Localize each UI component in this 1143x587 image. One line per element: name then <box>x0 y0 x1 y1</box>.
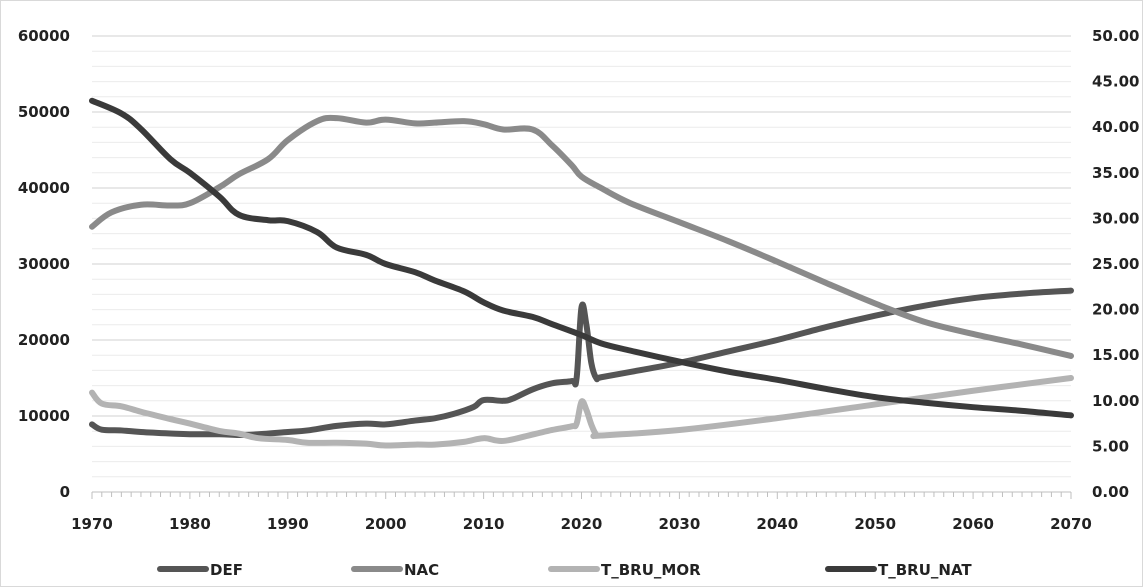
y2-tick-label: 35.00 <box>1092 164 1139 182</box>
x-tick-label: 2030 <box>659 515 701 533</box>
series-line-t-bru-nat <box>89 97 1074 419</box>
y2-tick-label: 15.00 <box>1092 346 1139 364</box>
y-tick-label: 60000 <box>18 27 70 45</box>
x-tick-label: 2050 <box>854 515 896 533</box>
axes: 1970 1980 1990 2000 2010 2020 2030 2040 2050 2060… <box>18 27 1140 533</box>
x-tick-label: 2020 <box>561 515 603 533</box>
legend-item-def: DEF <box>157 561 243 579</box>
series-line-nac <box>89 114 1074 359</box>
y-tick-label: 20000 <box>18 331 70 349</box>
series-lines <box>89 97 1074 449</box>
legend-item-t-bru-mor: T_BRU_MOR <box>548 561 701 579</box>
y-tick-label: 10000 <box>18 407 70 425</box>
x-tick-label: 2060 <box>952 515 994 533</box>
x-tick-label: 2010 <box>463 515 505 533</box>
y2-tick-label: 25.00 <box>1092 255 1139 273</box>
y2-tick-label: 30.00 <box>1092 209 1139 227</box>
series-line-t-bru-mor <box>89 375 1074 449</box>
y-tick-label: 30000 <box>18 255 70 273</box>
legend-label: T_BRU_NAT <box>878 561 972 579</box>
legend: DEF NAC T_BRU_MOR T_BRU_NAT <box>157 561 972 579</box>
legend-item-nac: NAC <box>351 561 439 579</box>
x-tick-label: 1990 <box>267 515 309 533</box>
y2-tick-label: 5.00 <box>1092 437 1129 455</box>
y-tick-label: 50000 <box>18 103 70 121</box>
x-tick-label: 1980 <box>169 515 211 533</box>
y2-tick-label: 20.00 <box>1092 301 1139 319</box>
y-tick-label: 0 <box>60 483 70 501</box>
y2-tick-label: 50.00 <box>1092 27 1139 45</box>
gridlines <box>92 35 1071 478</box>
x-tick-label: 2040 <box>756 515 798 533</box>
y2-tick-label: 40.00 <box>1092 118 1139 136</box>
y2-tick-label: 45.00 <box>1092 73 1139 91</box>
x-tick-label: 1970 <box>71 515 113 533</box>
legend-label: DEF <box>210 561 243 579</box>
legend-item-t-bru-nat: T_BRU_NAT <box>825 561 972 579</box>
x-tick-label: 2070 <box>1050 515 1092 533</box>
legend-label: NAC <box>404 561 439 579</box>
y2-tick-label: 0.00 <box>1092 483 1129 501</box>
y-tick-label: 40000 <box>18 179 70 197</box>
y2-tick-label: 10.00 <box>1092 392 1139 410</box>
x-tick-label: 2000 <box>365 515 407 533</box>
legend-label: T_BRU_MOR <box>601 561 701 579</box>
